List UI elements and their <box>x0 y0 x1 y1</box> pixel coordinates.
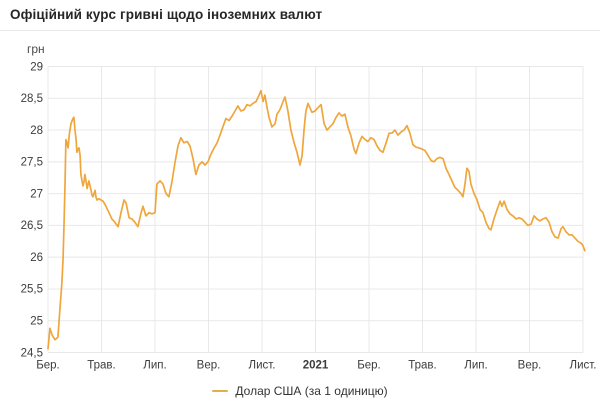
x-tick-label: Вер. <box>518 360 542 372</box>
y-tick-label: 28 <box>30 125 43 137</box>
legend: Долар США (за 1 одиницю) <box>0 384 600 398</box>
legend-label: Долар США (за 1 одиницю) <box>235 384 388 398</box>
legend-line-swatch <box>212 390 229 392</box>
y-tick-label: 25 <box>30 316 43 328</box>
y-tick-label: 28,5 <box>21 93 43 105</box>
y-tick-label: 24,5 <box>21 347 43 359</box>
y-tick-label: 26,5 <box>21 220 43 232</box>
x-tick-label: Вер. <box>197 360 221 372</box>
y-tick-label: 25,5 <box>21 284 43 296</box>
x-tick-label: Трав. <box>408 360 436 372</box>
x-tick-label: Бер. <box>36 360 60 372</box>
y-tick-label: 27 <box>30 188 43 200</box>
x-tick-label: 2021 <box>303 360 329 372</box>
x-tick-label: Лист. <box>570 360 597 372</box>
x-tick-label: Трав. <box>87 360 115 372</box>
y-tick-label: 29 <box>30 61 43 73</box>
x-tick-label: Лип. <box>143 360 166 372</box>
usd-series-line <box>47 89 586 350</box>
x-tick-label: Лист. <box>249 360 276 372</box>
y-tick-label: 26 <box>30 252 43 264</box>
y-tick-label: 27,5 <box>21 157 43 169</box>
x-tick-label: Бер. <box>357 360 381 372</box>
header-divider <box>0 30 600 31</box>
page-title: Офіційний курс гривні щодо іноземних вал… <box>10 7 323 22</box>
x-tick-label: Лип. <box>464 360 487 372</box>
y-axis-unit-label: грн <box>27 42 45 56</box>
